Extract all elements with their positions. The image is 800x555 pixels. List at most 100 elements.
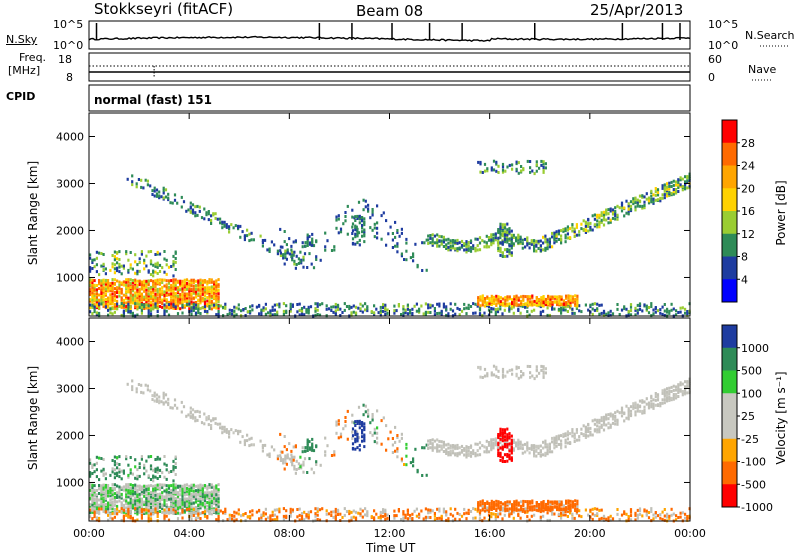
velocity-cell bbox=[281, 451, 283, 454]
velocity-cell bbox=[100, 457, 102, 460]
velocity-cell bbox=[233, 511, 235, 514]
velocity-cell bbox=[118, 495, 120, 498]
velocity-cell bbox=[218, 494, 220, 497]
velocity-cell bbox=[359, 448, 361, 451]
power-cell bbox=[664, 196, 666, 199]
power-cell bbox=[502, 298, 504, 301]
power-cell bbox=[482, 304, 484, 307]
velocity-cell bbox=[202, 511, 204, 514]
power-cell bbox=[141, 281, 143, 284]
velocity-cell bbox=[673, 385, 675, 388]
velocity-cell bbox=[190, 518, 192, 521]
velocity-cell bbox=[196, 410, 198, 413]
velocity-cell bbox=[495, 366, 497, 369]
velocity-cell bbox=[265, 512, 267, 515]
velocity-cell bbox=[569, 432, 571, 435]
velocity-cell bbox=[666, 391, 668, 394]
power-cell bbox=[196, 214, 198, 217]
power-cell bbox=[112, 278, 114, 281]
velocity-cell bbox=[239, 441, 241, 444]
power-cell bbox=[491, 300, 493, 303]
velocity-cell bbox=[405, 447, 407, 450]
velocity-cell bbox=[425, 507, 427, 510]
velocity-cell bbox=[447, 443, 449, 446]
velocity-cell bbox=[384, 513, 386, 516]
velocity-cell bbox=[547, 443, 549, 446]
power-cell bbox=[175, 251, 177, 254]
velocity-cell bbox=[619, 411, 621, 414]
power-cell bbox=[103, 303, 105, 306]
velocity-cell bbox=[145, 460, 147, 463]
velocity-cell bbox=[637, 404, 639, 407]
power-cell bbox=[181, 206, 183, 209]
power-cell bbox=[194, 205, 196, 208]
velocity-cell bbox=[114, 472, 116, 475]
power-cell bbox=[605, 219, 607, 222]
power-cell bbox=[139, 280, 141, 283]
power-cell bbox=[601, 214, 603, 217]
power-cell bbox=[145, 265, 147, 268]
power-cell bbox=[148, 309, 150, 312]
power-cell bbox=[632, 197, 634, 200]
velocity-cell bbox=[491, 505, 493, 508]
velocity-cell bbox=[330, 511, 332, 514]
power-cell bbox=[432, 237, 434, 240]
velocity-cell bbox=[396, 447, 398, 450]
power-cell bbox=[308, 306, 310, 309]
velocity-cell bbox=[549, 450, 551, 453]
power-cell bbox=[136, 302, 138, 305]
power-cell bbox=[296, 263, 298, 266]
power-cell bbox=[224, 224, 226, 227]
velocity-cell bbox=[504, 435, 506, 438]
power-cell bbox=[565, 234, 567, 237]
velocity-cell bbox=[531, 444, 533, 447]
velocity-cell bbox=[344, 416, 346, 419]
velocity-cell bbox=[549, 446, 551, 449]
power-cell bbox=[100, 296, 102, 299]
velocity-cell bbox=[518, 366, 520, 369]
velocity-cell bbox=[668, 515, 670, 518]
power-cell bbox=[199, 282, 201, 285]
power-cell bbox=[340, 228, 342, 231]
power-cell bbox=[376, 227, 378, 230]
velocity-cell bbox=[326, 444, 328, 447]
power-cell bbox=[195, 290, 197, 293]
power-cell bbox=[139, 303, 141, 306]
velocity-cell bbox=[123, 485, 125, 488]
velocity-cell bbox=[534, 508, 536, 511]
power-cell bbox=[443, 306, 445, 309]
power-cell bbox=[112, 254, 114, 257]
velocity-cell bbox=[545, 371, 547, 374]
velocity-cell bbox=[511, 446, 513, 449]
power-cell bbox=[671, 185, 673, 188]
power-cell bbox=[344, 219, 346, 222]
velocity-cell bbox=[441, 515, 443, 518]
power-cell bbox=[148, 279, 150, 282]
power-cell bbox=[643, 204, 645, 207]
power-cell bbox=[367, 207, 369, 210]
velocity-cell bbox=[383, 416, 385, 419]
velocity-cell bbox=[427, 516, 429, 519]
power-cell bbox=[396, 245, 398, 248]
velocity-cell bbox=[315, 444, 317, 447]
velocity-cell bbox=[195, 495, 197, 498]
power-cell bbox=[677, 178, 679, 181]
velocity-cell bbox=[616, 513, 618, 516]
power-cell bbox=[405, 238, 407, 241]
velocity-cell bbox=[344, 420, 346, 423]
power-cell bbox=[181, 312, 183, 315]
power-cell bbox=[518, 297, 520, 300]
velocity-cell bbox=[355, 511, 357, 514]
velocity-cell bbox=[190, 415, 192, 418]
power-cell bbox=[121, 281, 123, 284]
velocity-cell bbox=[229, 514, 231, 517]
power-cell bbox=[492, 237, 494, 240]
power-cell bbox=[233, 306, 235, 309]
velocity-cell bbox=[96, 462, 98, 465]
power-cell bbox=[535, 240, 537, 243]
power-cell bbox=[374, 223, 376, 226]
velocity-cell bbox=[646, 403, 648, 406]
power-cell bbox=[226, 223, 228, 226]
power-cell bbox=[94, 258, 96, 261]
power-cell bbox=[141, 303, 143, 306]
